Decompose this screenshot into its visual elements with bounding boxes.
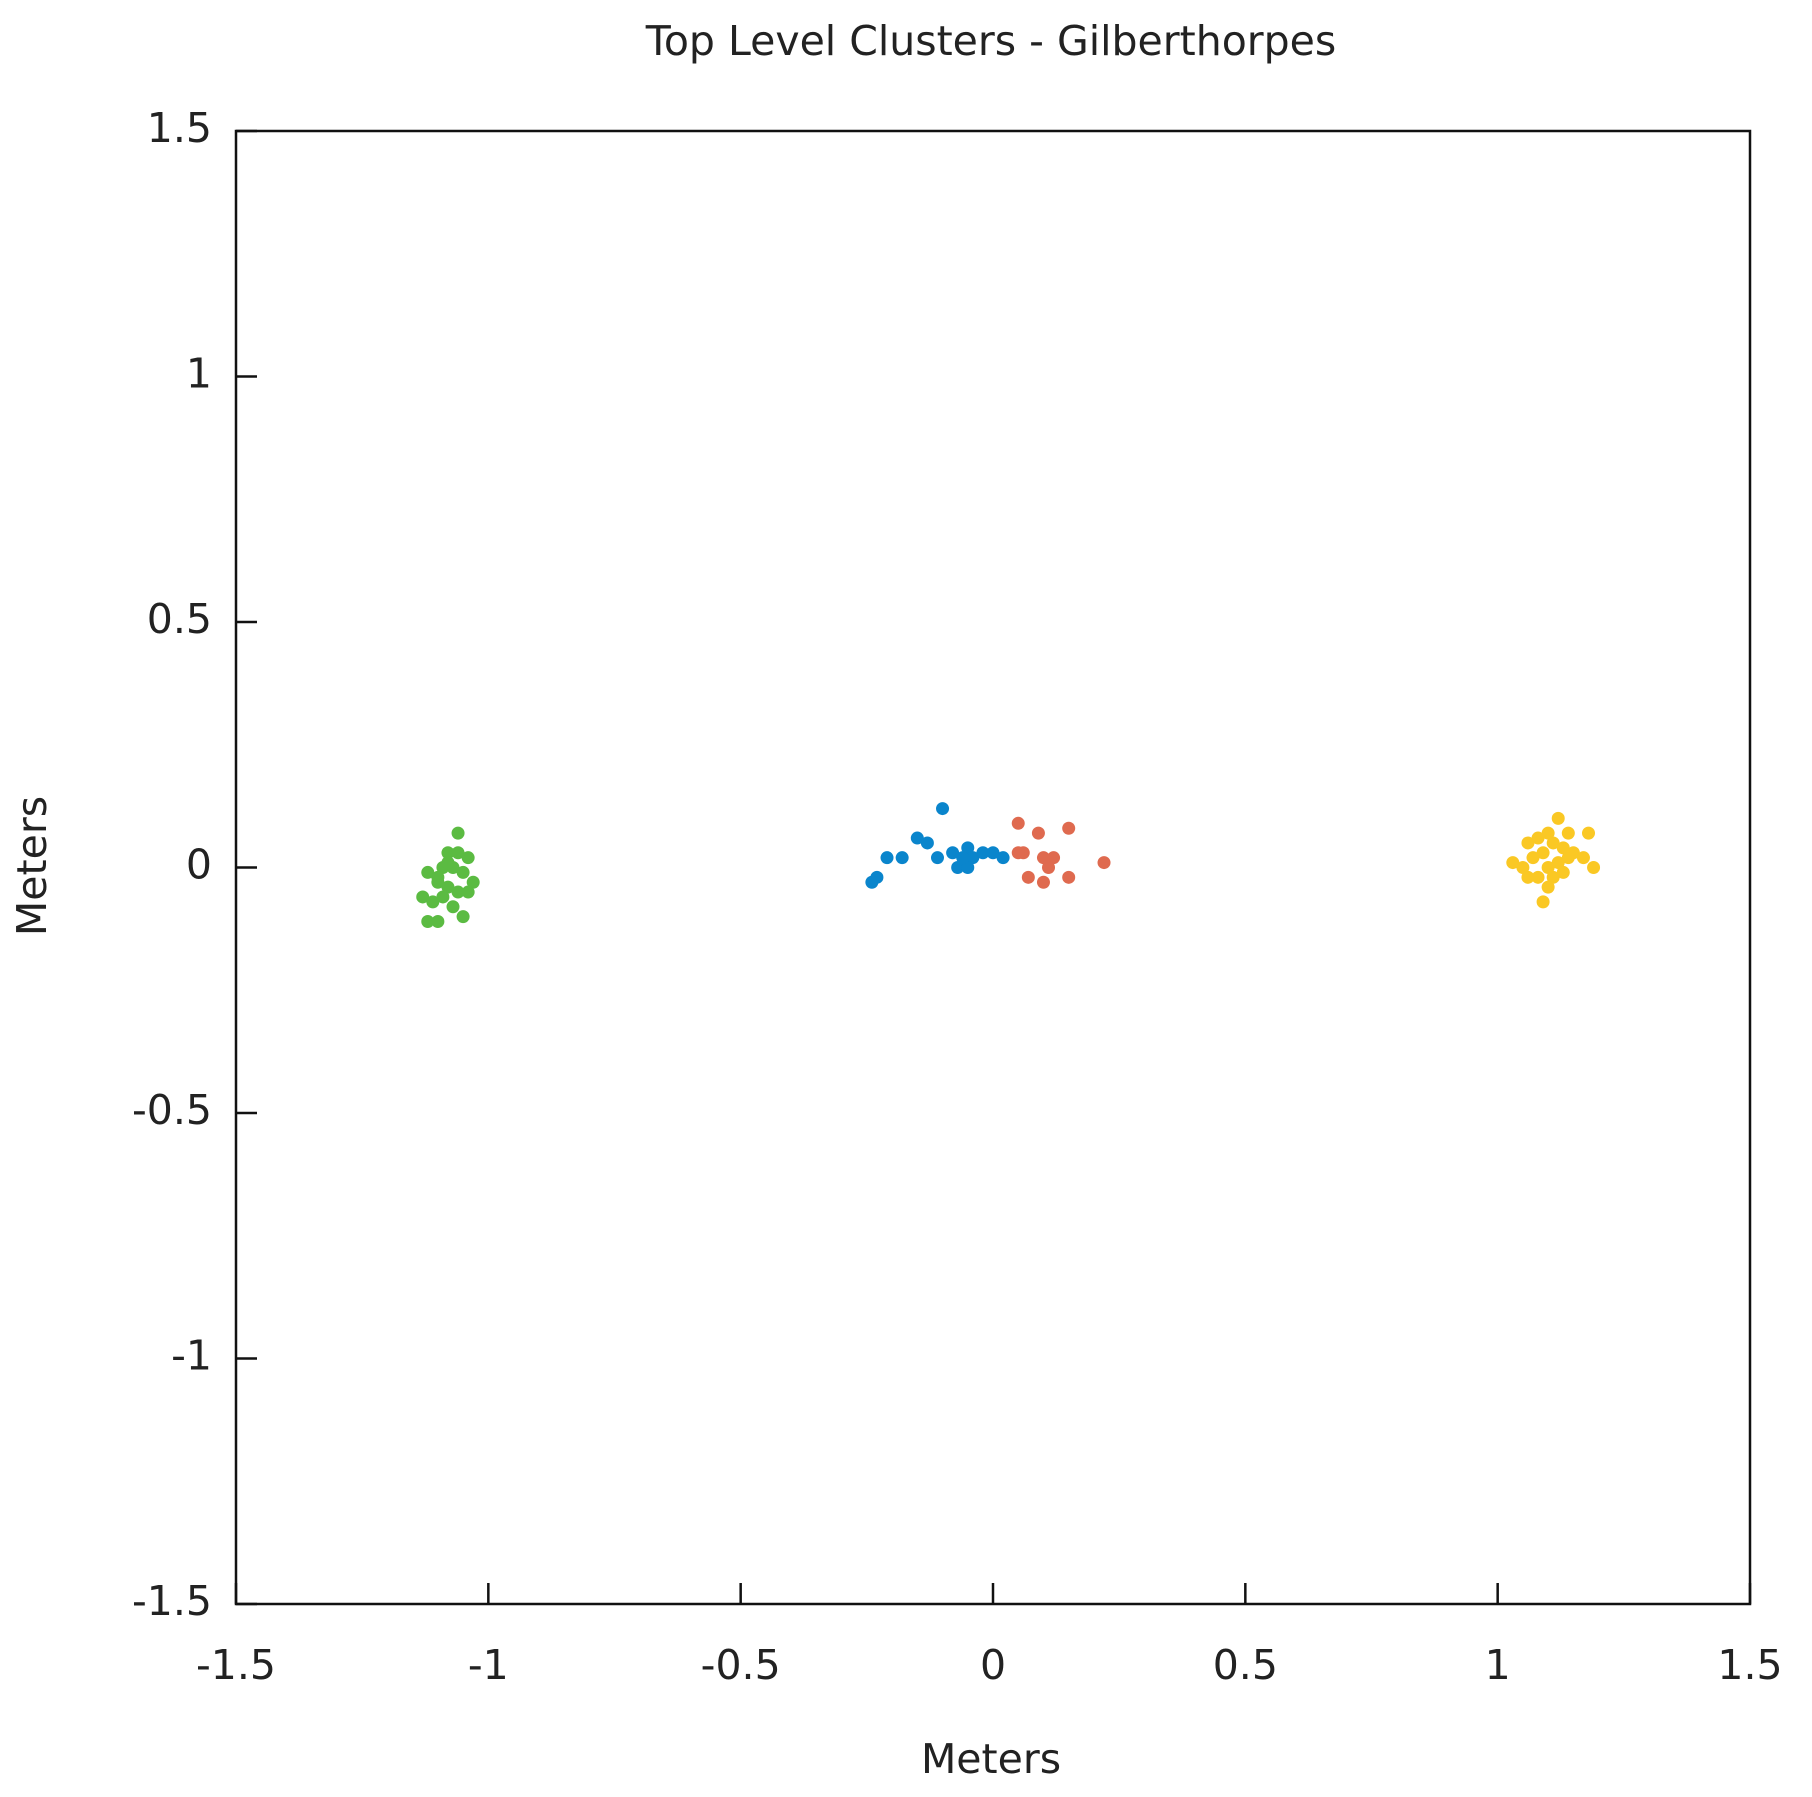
scatter-point <box>920 836 934 850</box>
scatter-point <box>1097 856 1111 870</box>
scatter-point <box>1556 865 1570 879</box>
scatter-point <box>1521 870 1535 884</box>
scatter-point <box>1541 880 1555 894</box>
scatter-point <box>1526 851 1540 865</box>
scatter-point <box>431 870 445 884</box>
scatter-point <box>1011 846 1025 860</box>
y-tick-label: 0.5 <box>147 595 212 643</box>
scatter-point <box>966 851 980 865</box>
scatter-point <box>895 851 909 865</box>
x-tick-label: 1 <box>1485 1641 1511 1689</box>
y-tick-label: 1 <box>186 350 212 398</box>
scatter-point <box>930 851 944 865</box>
scatter-point <box>461 851 475 865</box>
scatter-point <box>431 915 445 929</box>
scatter-point <box>1506 856 1520 870</box>
x-tick-label: 1.5 <box>1717 1641 1782 1689</box>
scatter-point <box>441 856 455 870</box>
scatter-point <box>961 861 975 874</box>
scatter-point <box>421 865 435 879</box>
scatter-point <box>451 885 465 899</box>
scatter-point <box>1062 821 1076 835</box>
scatter-point <box>880 851 894 865</box>
chart-title: Top Level Clusters - Gilberthorpes <box>645 17 1337 65</box>
scatter-point <box>456 865 470 879</box>
scatter-point <box>1541 861 1555 874</box>
scatter-point <box>441 846 455 860</box>
scatter-point <box>1021 870 1035 884</box>
scatter-point <box>946 846 960 860</box>
scatter-point <box>1582 826 1596 840</box>
x-tick-label: -1.5 <box>196 1641 276 1689</box>
scatter-point <box>1551 811 1565 825</box>
x-tick-label: -1 <box>468 1641 509 1689</box>
scatter-point <box>426 895 440 909</box>
y-tick-label: -0.5 <box>132 1086 212 1134</box>
scatter-point <box>1556 841 1570 855</box>
scatter-point <box>1561 826 1575 840</box>
scatter-point <box>1546 870 1560 884</box>
scatter-point <box>1036 875 1050 889</box>
scatter-point <box>451 826 465 840</box>
scatter-point <box>466 875 480 889</box>
scatter-point <box>1536 895 1550 909</box>
scatter-point <box>1551 856 1565 870</box>
scatter-point <box>976 846 990 860</box>
scatter-point <box>1516 861 1530 874</box>
scatter-point <box>1531 831 1545 845</box>
y-tick-label: 0 <box>186 841 212 889</box>
scatter-point <box>1047 851 1061 865</box>
scatter-point <box>1031 826 1045 840</box>
scatter-point <box>956 851 970 865</box>
y-tick-label: -1 <box>171 1332 212 1380</box>
scatter-point <box>865 875 879 889</box>
scatter-point <box>1561 851 1575 865</box>
scatter-point <box>446 900 460 914</box>
scatter-point <box>1587 861 1601 874</box>
scatter-point <box>456 910 470 924</box>
x-tick-label: -0.5 <box>701 1641 781 1689</box>
scatter-point <box>1036 851 1050 865</box>
scatter-point <box>1531 870 1545 884</box>
scatter-point <box>1546 836 1560 850</box>
scatter-point <box>910 831 924 845</box>
scatter-point <box>1541 826 1555 840</box>
scatter-point <box>441 880 455 894</box>
scatter-point <box>1042 861 1056 874</box>
scatter-point <box>961 841 975 855</box>
x-axis-label: Meters <box>921 1735 1061 1783</box>
scatter-point <box>451 846 465 860</box>
scatter-point <box>1062 870 1076 884</box>
scatter-point <box>436 890 450 904</box>
scatter-point <box>951 861 965 874</box>
scatter-point <box>421 915 435 929</box>
y-tick-label: 1.5 <box>147 104 212 152</box>
scatter-point <box>986 846 1000 860</box>
scatter-point <box>416 890 430 904</box>
x-tick-label: 0.5 <box>1213 1641 1278 1689</box>
scatter-point <box>1521 836 1535 850</box>
scatter-point <box>1536 846 1550 860</box>
y-axis-label: Meters <box>8 796 56 936</box>
x-tick-label: 0 <box>980 1641 1006 1689</box>
scatter-point <box>996 851 1010 865</box>
scatter-point <box>1011 816 1025 830</box>
scatter-point <box>1576 851 1590 865</box>
scatter-point <box>461 885 475 899</box>
scatter-point <box>936 802 950 816</box>
y-tick-label: -1.5 <box>132 1577 212 1625</box>
